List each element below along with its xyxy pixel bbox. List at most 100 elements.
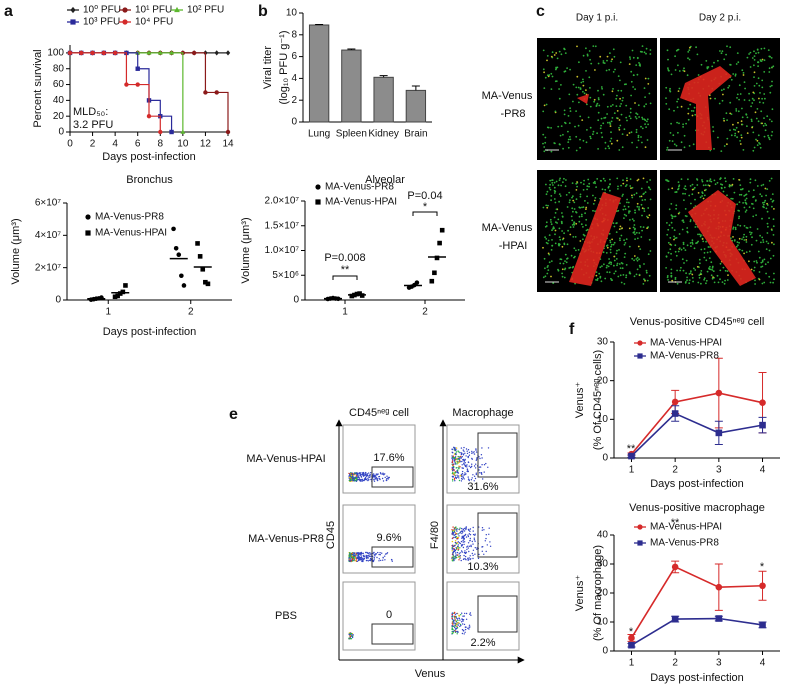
fluorescence-dot xyxy=(576,93,579,96)
fluorescence-dot xyxy=(635,128,638,131)
event-dot xyxy=(452,467,455,469)
legend-label: 10⁰ PFU xyxy=(83,5,121,16)
data-point xyxy=(200,266,206,272)
fluorescence-dot xyxy=(550,72,553,75)
event-dot xyxy=(460,614,462,616)
fluorescence-dot xyxy=(763,135,766,138)
event-dot xyxy=(457,469,459,471)
event-dot xyxy=(470,479,473,481)
event-dot xyxy=(471,552,473,555)
event-dot xyxy=(366,473,368,475)
fluorescence-dot xyxy=(585,206,588,209)
fluorescence-dot xyxy=(627,205,630,208)
fluorescence-dot xyxy=(647,207,650,209)
event-dot xyxy=(358,558,360,561)
fluorescence-dot xyxy=(745,197,748,200)
legend-marker xyxy=(122,19,128,25)
fluorescence-dot xyxy=(616,222,618,224)
fluorescence-dot xyxy=(542,276,545,279)
fluorescence-dot xyxy=(544,76,547,79)
fluorescence-dot xyxy=(647,226,649,228)
fluorescence-dot xyxy=(687,107,690,110)
fluorescence-dot xyxy=(746,116,749,119)
fluorescence-dot xyxy=(698,276,701,279)
event-dot xyxy=(460,457,462,459)
event-dot xyxy=(451,478,454,481)
fluorescence-dot xyxy=(581,119,584,121)
fluorescence-dot xyxy=(759,92,761,94)
event-dot xyxy=(384,559,386,561)
fluorescence-dot xyxy=(767,242,770,245)
data-point xyxy=(437,240,442,246)
fluorescence-dot xyxy=(619,124,622,127)
event-dot xyxy=(465,551,468,553)
fluorescence-dot xyxy=(685,272,687,275)
fluorescence-dot xyxy=(753,55,756,57)
fluorescence-dot xyxy=(691,239,694,242)
column-header: Macrophage xyxy=(452,407,513,419)
x-tick-label: 4 xyxy=(112,139,118,150)
event-dot xyxy=(461,532,463,535)
event-dot xyxy=(468,533,471,535)
fluorescence-dot xyxy=(569,199,571,202)
fluorescence-dot xyxy=(670,272,673,274)
fluorescence-dot xyxy=(594,197,597,199)
event-dot xyxy=(455,529,457,531)
event-dot xyxy=(354,560,356,562)
event-dot xyxy=(467,456,469,459)
fluorescence-dot xyxy=(699,272,702,275)
fluorescence-dot xyxy=(742,236,745,239)
fluorescence-dot xyxy=(714,97,716,100)
fluorescence-dot xyxy=(560,125,563,127)
event-dot xyxy=(355,475,358,477)
fluorescence-dot xyxy=(627,201,630,204)
fluorescence-dot xyxy=(643,192,645,195)
fluorescence-dot xyxy=(689,272,692,274)
fluorescence-dot xyxy=(582,54,585,57)
data-point xyxy=(181,283,187,288)
fluorescence-dot xyxy=(572,210,574,213)
fluorescence-dot xyxy=(601,265,603,267)
fluorescence-dot xyxy=(542,246,544,249)
fluorescence-dot xyxy=(665,103,668,105)
x-tick-label: 2 xyxy=(672,465,678,476)
bar xyxy=(405,89,427,123)
fluorescence-dot xyxy=(763,47,766,50)
event-dot xyxy=(456,463,458,465)
fluorescence-dot xyxy=(756,48,759,51)
event-dot xyxy=(452,475,454,477)
fluorescence-dot xyxy=(610,131,612,134)
fluorescence-dot xyxy=(561,272,563,275)
fluorescence-dot xyxy=(563,48,566,51)
event-dot xyxy=(464,472,466,474)
event-dot xyxy=(462,541,464,543)
fluorescence-dot xyxy=(579,87,582,90)
fluorescence-dot xyxy=(558,236,561,239)
event-dot xyxy=(386,552,389,554)
fluorescence-dot xyxy=(755,260,758,262)
x-tick-label: 1 xyxy=(342,307,348,318)
event-dot xyxy=(474,533,476,535)
event-dot xyxy=(387,476,389,479)
fluorescence-dot xyxy=(764,263,767,266)
event-dot xyxy=(356,557,358,559)
fluorescence-dot xyxy=(674,278,677,280)
event-dot xyxy=(454,532,457,534)
fluorescence-dot xyxy=(645,47,648,50)
data-point xyxy=(169,129,174,135)
fluorescence-dot xyxy=(620,234,623,237)
fluorescence-dot xyxy=(631,257,634,260)
fluorescence-dot xyxy=(552,184,554,186)
event-dot xyxy=(360,480,362,482)
fluorescence-dot xyxy=(642,283,645,285)
fluorescence-dot xyxy=(649,188,652,191)
fluorescence-dot xyxy=(757,250,760,253)
fluorescence-dot xyxy=(635,273,638,276)
fluorescence-dot xyxy=(582,78,584,81)
fluorescence-dot xyxy=(691,277,694,279)
fluorescence-dot xyxy=(756,261,758,264)
event-dot xyxy=(451,448,453,450)
error-bar xyxy=(347,48,356,51)
fluorescence-dot xyxy=(642,226,645,229)
event-dot xyxy=(481,527,484,529)
